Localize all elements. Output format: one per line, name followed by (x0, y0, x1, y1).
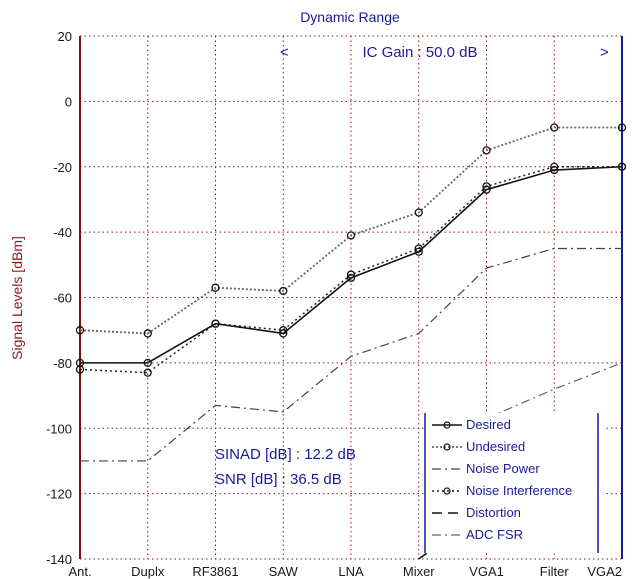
series-point-3 (482, 182, 491, 191)
legend-box (425, 413, 605, 553)
series-point-1 (346, 231, 356, 240)
series-point-1 (211, 283, 220, 292)
series-point-3 (617, 162, 627, 171)
y-axis-label: Signal Levels [dBm] (9, 236, 25, 360)
series-point-1 (279, 286, 288, 296)
legend-label: Undesired (466, 439, 525, 454)
legend-marker (443, 443, 451, 451)
x-tick-label: RF3861 (192, 564, 238, 579)
legend-label: Noise Interference (466, 483, 572, 498)
y-tick-labels: 20 0 -20 -40 -60 -80 -100 -120 -140 (46, 29, 72, 567)
y-tick-label: 20 (58, 29, 72, 44)
y-tick-label: -80 (53, 356, 72, 371)
series-point-3 (279, 326, 288, 335)
legend-label: Distortion (466, 505, 521, 520)
legend-label: Desired (466, 417, 511, 432)
x-tick-label: SAW (269, 564, 299, 579)
legend-marker (443, 421, 451, 429)
series-point-3 (550, 162, 559, 171)
gain-arrow-left: < (280, 44, 289, 61)
x-tick-label: Filter (540, 564, 570, 579)
sinad-annotation: SINAD [dB] : 12.2 dB (215, 446, 356, 463)
snr-annotation: SNR [dB] : 36.5 dB (215, 471, 342, 488)
series-point-1 (550, 123, 559, 132)
series-point-3 (346, 270, 356, 279)
y-tick-label: -60 (53, 291, 72, 306)
y-tick-label: -100 (46, 421, 72, 436)
y-tick-label: 0 (65, 94, 72, 109)
series-point-3 (414, 244, 423, 253)
chart-title: Dynamic Range (300, 9, 400, 25)
series-point-1 (482, 146, 491, 155)
series-point-1 (143, 329, 152, 338)
legend-marker (443, 487, 451, 495)
y-tick-label: -40 (53, 225, 72, 240)
y-tick-label: -140 (46, 552, 72, 567)
legend-label: Noise Power (466, 461, 540, 476)
series-line-1 (79, 126, 622, 335)
series-point-0 (346, 273, 356, 283)
series-point-1 (414, 208, 423, 217)
stage-lines (79, 36, 623, 559)
series-line-3 (79, 166, 622, 374)
series-point-0 (550, 165, 559, 175)
x-tick-label: Ant. (68, 564, 91, 579)
x-tick-label: Duplx (131, 564, 165, 579)
series-point-0 (143, 358, 152, 368)
legend: Desired Undesired Noise Power Noise Interfe… (424, 413, 605, 553)
x-tick-label: LNA (338, 564, 364, 579)
series-line-5 (486, 362, 623, 419)
series-point-3 (75, 365, 85, 374)
series-line-2 (80, 247, 622, 462)
series-group (75, 123, 627, 560)
legend-label: ADC FSR (466, 527, 523, 542)
x-tick-label: VGA1 (469, 564, 504, 579)
series-point-1 (617, 123, 627, 132)
x-tick-labels: Ant. Duplx RF3861 SAW LNA Mixer VGA1 Filter VGA2 (68, 564, 622, 579)
x-tick-label: VGA2 (587, 564, 622, 579)
series-point-0 (279, 329, 288, 338)
y-tick-label: -120 (46, 487, 72, 502)
gain-annotation: IC Gain : 50.0 dB (362, 44, 477, 61)
series-point-0 (414, 247, 423, 256)
series-point-1 (75, 326, 85, 335)
series-point-3 (211, 319, 220, 328)
x-tick-label: Mixer (403, 564, 435, 579)
gain-arrow-right: > (600, 44, 609, 61)
y-tick-label: -20 (53, 160, 72, 175)
series-point-3 (143, 368, 152, 377)
